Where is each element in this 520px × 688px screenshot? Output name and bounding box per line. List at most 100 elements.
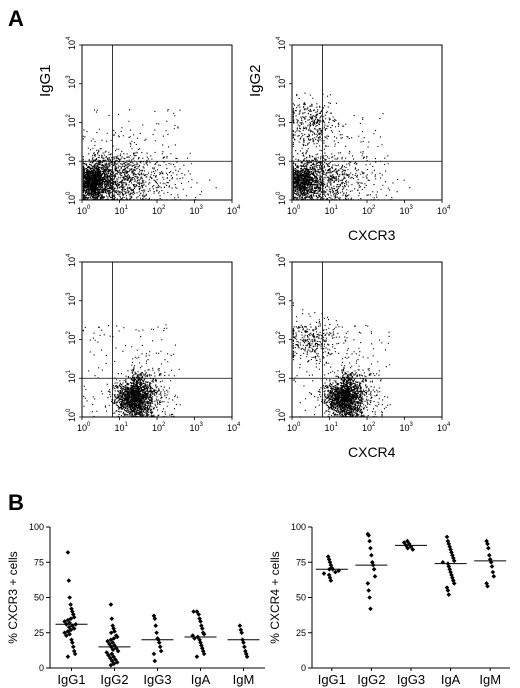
category-label-igm: IgM [479,672,501,687]
facs-events [82,108,217,201]
facs-events [82,324,181,418]
data-point-igg2 [114,634,120,640]
data-point-igg2 [370,559,375,565]
data-point-igg3 [153,623,158,628]
x-tick-label: 104 [227,205,241,216]
data-point-igg1 [71,644,76,650]
panel-a-label: A [8,6,24,31]
y-tick-label: 25 [34,628,44,638]
data-point-igg2 [112,629,117,634]
data-point-igg1 [329,565,335,571]
x-tick-exponent: 0 [87,205,91,211]
x-tick-label: 101 [325,422,339,433]
data-point-igm [239,630,244,636]
data-point-igg1 [64,621,69,627]
data-point-igg1 [330,567,335,572]
data-point-igm [242,644,247,650]
y-tick-label: 101 [276,369,287,383]
data-point-igg3 [152,658,158,664]
data-point-igg3 [158,648,164,654]
x-tick-exponent: 4 [447,205,451,211]
data-point-igg2 [368,545,373,551]
x-tick-exponent: 1 [335,422,339,428]
y-tick-label: 100 [276,191,287,205]
x-tick-exponent: 2 [162,422,166,428]
y-tick-label: 103 [276,292,287,306]
data-point-iga [196,612,201,617]
data-point-iga [198,619,203,624]
y-tick-label: 104 [276,253,287,267]
x-tick-label: 101 [115,422,129,433]
x-tick-label: 101 [325,205,339,216]
x-tick-label: 100 [77,205,91,216]
data-point-igg2 [108,602,114,607]
x-tick-label: 100 [287,205,301,216]
data-point-igg1 [66,624,72,630]
data-point-igg2 [109,616,115,621]
y-tick-label: 100 [66,191,77,205]
x-tick-label: 102 [152,205,166,216]
data-point-igg3 [403,543,409,548]
category-label-igg3: IgG3 [397,672,425,687]
facs-event-dots [82,108,217,201]
data-point-igg1 [65,654,71,660]
category-label-igg2: IgG2 [357,672,385,687]
data-point-igg2 [108,630,114,636]
data-point-igg1 [66,578,72,583]
data-point-igg2 [365,581,371,586]
data-point-iga [201,651,207,657]
data-point-igg1 [65,617,71,623]
data-point-igg1 [67,631,72,637]
y-tick-exponent: 1 [276,152,282,156]
data-point-iga [446,564,452,569]
y-tick-label: 102 [276,113,287,127]
data-point-iga [195,634,201,640]
data-point-igg1 [70,640,75,645]
dot-plot-y-label: % CXCR4 + cells [268,551,282,643]
y-tick-label: 100 [29,522,44,532]
data-point-igg1 [328,578,334,583]
data-point-iga [200,626,205,631]
facs-event-dots [292,302,391,418]
y-tick-label: 75 [296,557,306,567]
y-tick-exponent: 1 [276,369,282,373]
x-tick-exponent: 1 [125,205,129,211]
x-tick-exponent: 3 [200,422,204,428]
data-point-igg3 [157,640,162,645]
y-tick-exponent: 4 [276,36,282,40]
data-point-igg1 [327,575,333,581]
data-point-igg3 [405,545,410,551]
data-point-igg1 [327,567,332,572]
x-tick-label: 102 [362,422,376,433]
y-tick-label: 102 [276,330,287,344]
y-tick-exponent: 4 [66,36,72,40]
data-point-igm [237,623,243,628]
data-point-igg1 [62,630,67,636]
data-point-igg2 [104,650,109,655]
y-tick-label: 50 [34,593,44,603]
data-point-igg2 [370,562,376,568]
data-point-igm [489,564,495,569]
facs-events [292,92,411,201]
data-point-iga [200,630,206,636]
data-point-igm [244,654,250,660]
y-tick-exponent: 3 [276,292,282,296]
data-point-iga [451,581,457,586]
y-tick-label: 25 [296,628,306,638]
data-point-igm [485,541,490,547]
x-tick-exponent: 4 [447,422,451,428]
data-point-igg2 [369,552,374,558]
data-point-igg1 [67,620,72,626]
data-point-iga [444,534,450,540]
x-tick-label: 103 [400,205,414,216]
y-tick-exponent: 4 [276,253,282,257]
y-tick-exponent: 1 [66,152,72,156]
data-point-igg1 [64,633,69,638]
x-tick-label: 103 [190,422,204,433]
y-tick-label: 104 [66,253,77,267]
data-point-igg3 [401,540,407,545]
data-point-igg2 [114,645,119,651]
x-tick-exponent: 4 [237,205,241,211]
data-point-iga [445,538,451,544]
y-tick-exponent: 0 [66,408,72,412]
